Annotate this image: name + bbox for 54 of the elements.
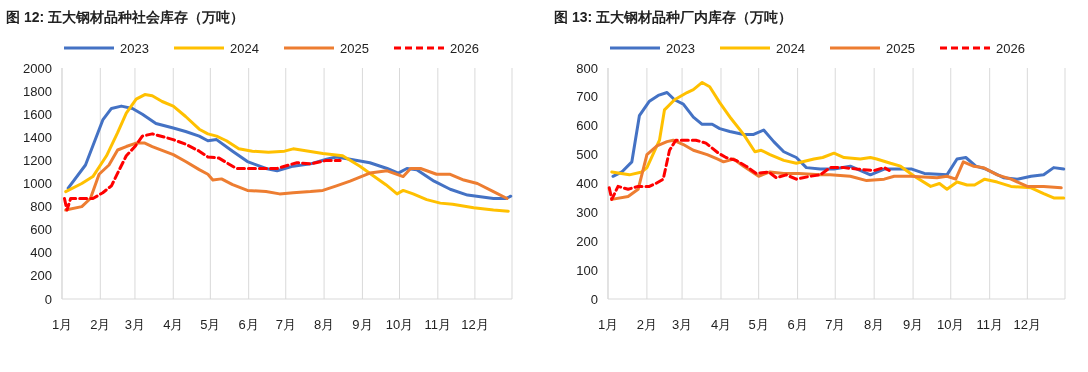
y-tick-label: 300 (576, 204, 598, 220)
x-tick-label: 9月 (902, 317, 924, 332)
y-tick-label: 1600 (23, 106, 52, 122)
y-tick-label: 200 (576, 233, 598, 249)
y-tick-label: 400 (576, 176, 598, 191)
y-tick-label: 800 (30, 199, 52, 215)
x-tick-label: 4月 (163, 317, 184, 332)
y-tick-label: 600 (576, 118, 598, 134)
y-tick-label: 100 (576, 262, 598, 278)
x-tick-label: 3月 (671, 317, 693, 332)
x-tick-label: 2月 (90, 317, 111, 332)
x-tick-label: 5月 (200, 317, 221, 332)
y-tick-label: 1400 (23, 129, 52, 145)
x-tick-label: 8月 (313, 317, 335, 332)
y-tick-label: 1000 (23, 176, 52, 191)
legend-label: 2026 (450, 41, 479, 56)
y-tick-label: 2000 (23, 60, 52, 76)
x-tick-label: 11月 (976, 317, 1003, 332)
x-tick-label: 4月 (710, 317, 732, 332)
y-tick-label: 600 (30, 222, 52, 238)
x-tick-label: 6月 (238, 317, 259, 332)
y-tick-label: 700 (576, 89, 598, 105)
y-tick-label: 800 (576, 60, 598, 76)
y-tick-label: 0 (590, 291, 598, 307)
legend-label: 2024 (230, 41, 259, 56)
x-tick-label: 3月 (124, 317, 146, 332)
y-tick-label: 0 (44, 291, 52, 307)
x-tick-label: 12月 (461, 317, 489, 332)
x-tick-label: 10月 (937, 317, 965, 332)
x-tick-label: 8月 (864, 317, 885, 332)
x-tick-label: 7月 (825, 317, 846, 332)
legend-label: 2025 (340, 41, 369, 56)
chart-title: 图 13: 五大钢材品种厂内库存（万吨） (554, 9, 793, 25)
x-tick-label: 9月 (352, 317, 373, 332)
legend-label: 2026 (996, 41, 1025, 56)
y-tick-label: 1800 (23, 83, 52, 99)
x-tick-label: 11月 (424, 317, 452, 332)
legend-label: 2023 (120, 41, 149, 56)
x-tick-label: 6月 (787, 317, 808, 332)
x-tick-label: 5月 (748, 317, 769, 332)
y-tick-label: 1200 (23, 152, 52, 168)
y-tick-label: 200 (30, 268, 52, 284)
x-tick-label: 2月 (636, 317, 658, 332)
x-tick-label: 10月 (385, 317, 414, 332)
x-tick-label: 12月 (1013, 317, 1042, 332)
x-tick-label: 1月 (51, 317, 73, 332)
y-tick-label: 400 (30, 245, 52, 261)
legend-label: 2024 (776, 41, 805, 56)
y-tick-label: 500 (576, 147, 598, 163)
legend-label: 2023 (666, 41, 695, 56)
chart-title: 图 12: 五大钢材品种社会库存（万吨） (6, 9, 245, 25)
x-tick-label: 1月 (597, 317, 619, 332)
legend-label: 2025 (886, 41, 915, 56)
x-tick-label: 7月 (275, 317, 296, 332)
